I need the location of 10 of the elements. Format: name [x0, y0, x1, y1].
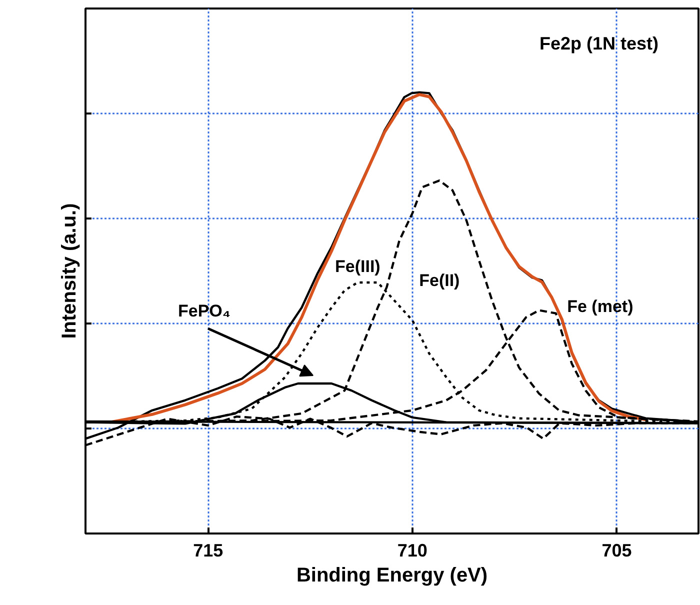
text: FePO₄ — [178, 302, 231, 320]
y-axis-title: Intensity (a.u.) — [58, 203, 80, 339]
x-tick-label: 710 — [397, 540, 428, 560]
chart-title: Fe2p (1N test) — [539, 34, 659, 54]
x-axis-title: Binding Energy (eV) — [296, 564, 488, 586]
series-label: Fe(III) — [335, 256, 380, 276]
series-label: Fe (met) — [567, 296, 634, 316]
series-label: Fe(II) — [419, 271, 460, 290]
x-tick-label: 705 — [602, 540, 632, 560]
x-tick-label: 715 — [193, 540, 224, 560]
